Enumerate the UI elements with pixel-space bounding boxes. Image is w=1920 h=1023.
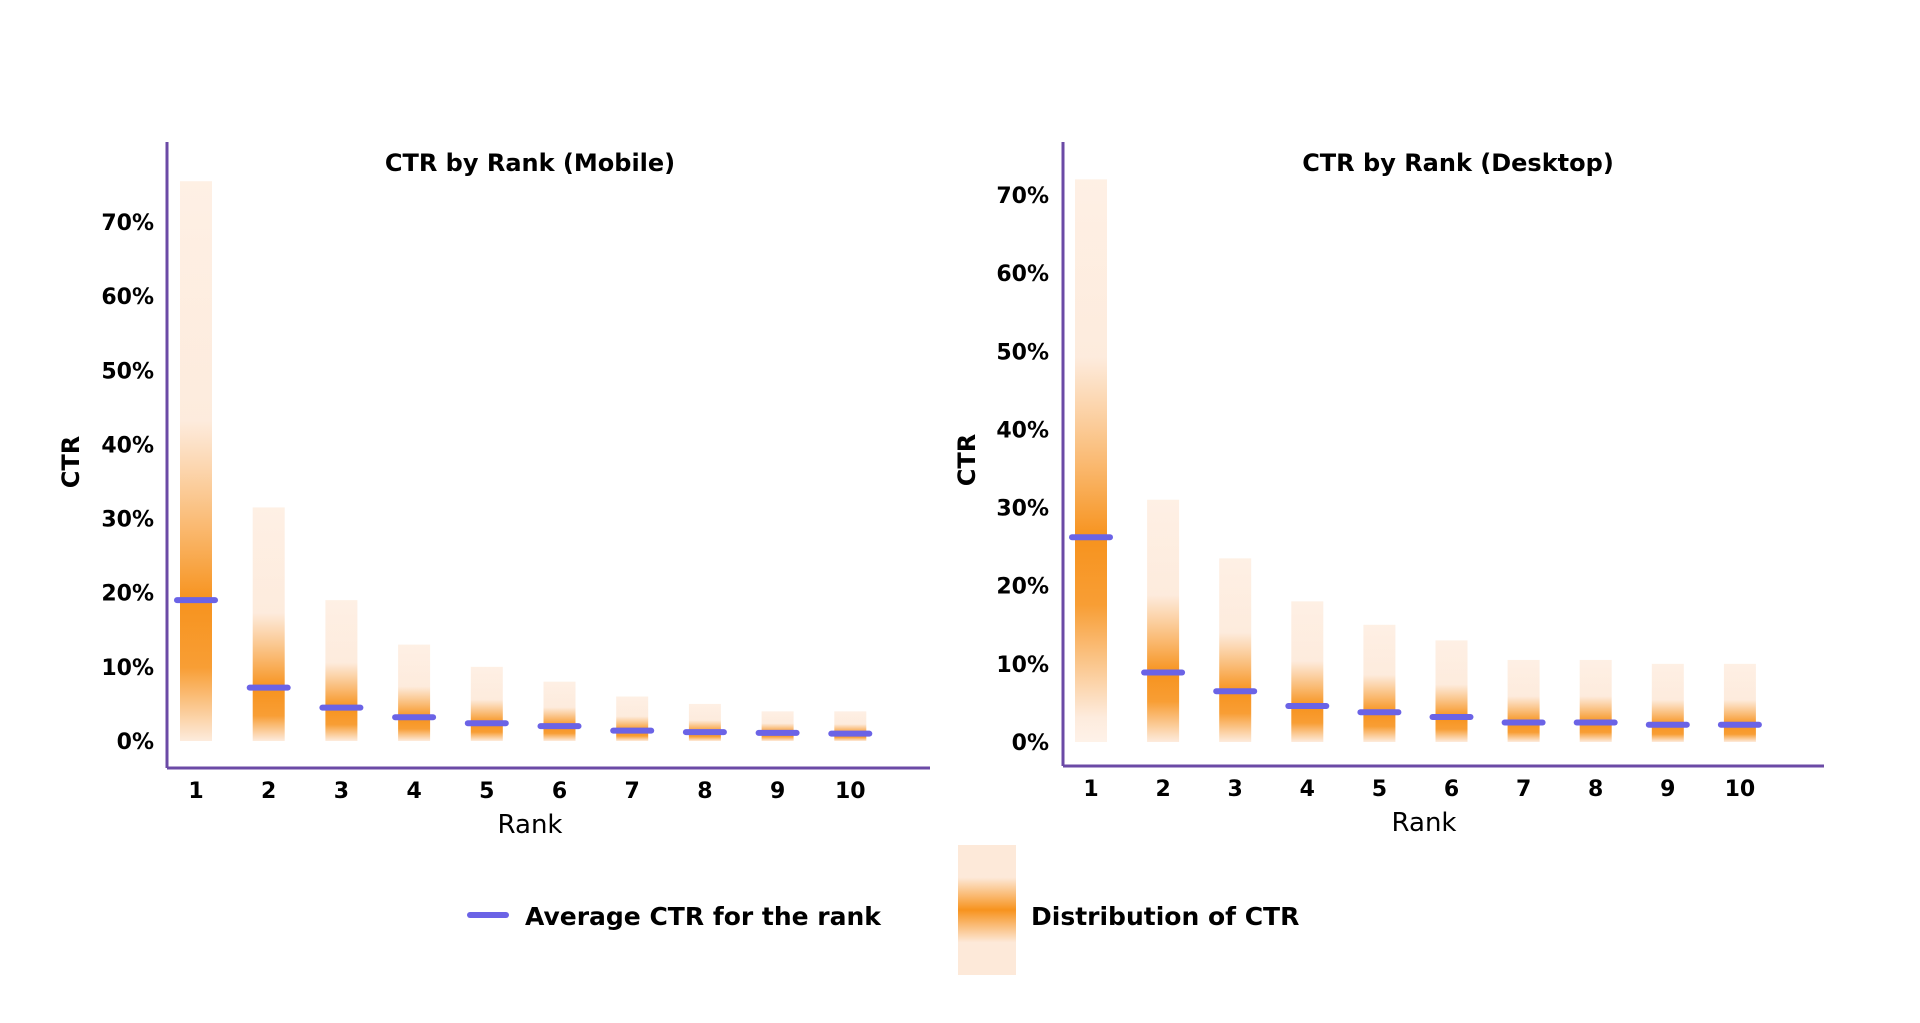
chart-mobile-xtick-label: 7 (625, 779, 640, 804)
legend-avg-label: Average CTR for the rank (525, 902, 882, 931)
chart-desktop-title: CTR by Rank (Desktop) (1302, 149, 1614, 177)
chart-desktop-ytick-label: 10% (996, 653, 1049, 678)
chart-desktop-xtick-label: 8 (1588, 777, 1603, 802)
chart-mobile-distributions (180, 181, 867, 741)
chart-desktop-distribution-bar (1507, 659, 1540, 742)
chart-desktop-xtick-label: 9 (1660, 777, 1675, 802)
chart-mobile-xlabel: Rank (498, 810, 563, 840)
chart-mobile-ytick-label: 0% (117, 730, 154, 755)
chart-mobile-xtick-label: 6 (552, 779, 567, 804)
legend-dist-label: Distribution of CTR (1031, 902, 1299, 931)
chart-desktop-averages (1069, 534, 1762, 728)
chart-mobile-distribution-bar (325, 600, 358, 741)
chart-mobile-xtick-label: 3 (334, 779, 349, 804)
chart-desktop-distribution-bar (1435, 640, 1468, 742)
chart-desktop-distribution-bar (1219, 558, 1252, 742)
chart-mobile-distribution-bar (470, 666, 503, 741)
chart-desktop-xticks: 1 2 3 4 5 6 7 8 9 10 (1083, 777, 1755, 802)
chart-desktop-xtick-label: 4 (1300, 777, 1315, 802)
chart-desktop-ytick-label: 0% (1012, 731, 1049, 756)
chart-mobile-title: CTR by Rank (Mobile) (385, 149, 675, 177)
chart-desktop-xtick-label: 10 (1725, 777, 1756, 802)
chart-mobile-distribution-bar (398, 644, 431, 741)
chart-desktop-distribution-bar (1579, 659, 1612, 742)
chart-mobile-ytick-label: 60% (101, 285, 154, 310)
chart-mobile-ytick-label: 70% (101, 211, 154, 236)
chart-desktop-ytick-label: 70% (996, 184, 1049, 209)
chart-mobile-distribution-bar (252, 507, 285, 741)
chart-desktop-ylabel: CTR (953, 434, 981, 486)
legend-dist-swatch (958, 845, 1016, 975)
chart-desktop-xtick-label: 2 (1155, 777, 1170, 802)
chart-desktop-distribution-bar (1075, 179, 1107, 742)
chart-mobile-ytick-label: 40% (101, 433, 154, 458)
chart-mobile-distribution-bar (761, 711, 794, 741)
chart-desktop-xtick-label: 3 (1228, 777, 1243, 802)
chart-desktop-xtick-label: 1 (1083, 777, 1098, 802)
chart-desktop-xtick-label: 5 (1372, 777, 1387, 802)
chart-mobile-ytick-label: 50% (101, 359, 154, 384)
chart-mobile-xticks: 1 2 3 4 5 6 7 8 9 10 (188, 779, 865, 804)
chart-desktop-distribution-bar (1363, 624, 1396, 742)
chart-mobile-distribution-bar (688, 703, 721, 741)
chart-mobile: CTR by Rank (Mobile) CTR Rank 0%10%20%30… (57, 142, 930, 840)
chart-desktop-distributions (1075, 179, 1756, 742)
chart-desktop-distribution-bar (1291, 601, 1324, 742)
chart-desktop-yticks: 0% 10% 20% 30% 40% 50% 60% 70% (996, 184, 1049, 756)
chart-desktop-distribution-bar (1147, 499, 1180, 742)
chart-desktop-ytick-label: 30% (996, 497, 1049, 522)
chart-mobile-distribution-bar (180, 181, 212, 741)
chart-desktop-ytick-label: 60% (996, 262, 1049, 287)
chart-mobile-distribution-bar (616, 696, 649, 741)
chart-mobile-ytick-label: 30% (101, 508, 154, 533)
chart-mobile-xtick-label: 9 (770, 779, 785, 804)
chart-mobile-ytick-label: 20% (101, 582, 154, 607)
chart-mobile-xtick-label: 4 (406, 779, 421, 804)
chart-desktop-ytick-label: 20% (996, 575, 1049, 600)
chart-desktop-xtick-label: 6 (1444, 777, 1459, 802)
chart-mobile-averages (174, 597, 873, 737)
chart-mobile-xtick-label: 1 (188, 779, 203, 804)
chart-mobile-xtick-label: 10 (835, 779, 866, 804)
chart-desktop-distribution-bar (1651, 663, 1684, 742)
chart-mobile-ytick-label: 10% (101, 656, 154, 681)
legend: Average CTR for the rank Distribution of… (467, 845, 1299, 975)
chart-desktop-ytick-label: 40% (996, 418, 1049, 443)
chart-desktop-xlabel: Rank (1392, 808, 1457, 838)
chart-desktop: CTR by Rank (Desktop) CTR Rank 0% 10% 20% 3… (953, 142, 1824, 838)
chart-mobile-xtick-label: 2 (261, 779, 276, 804)
chart-mobile-ylabel: CTR (57, 436, 85, 488)
chart-mobile-xtick-label: 8 (697, 779, 712, 804)
chart-desktop-xtick-label: 7 (1516, 777, 1531, 802)
chart-mobile-yticks: 0% 10% 20% 30% 40% 50% 60% 70% (101, 211, 154, 755)
chart-mobile-xtick-label: 5 (479, 779, 494, 804)
chart-desktop-ytick-label: 50% (996, 340, 1049, 365)
chart-desktop-distribution-bar (1723, 663, 1756, 742)
chart-mobile-distribution-bar (543, 681, 576, 741)
